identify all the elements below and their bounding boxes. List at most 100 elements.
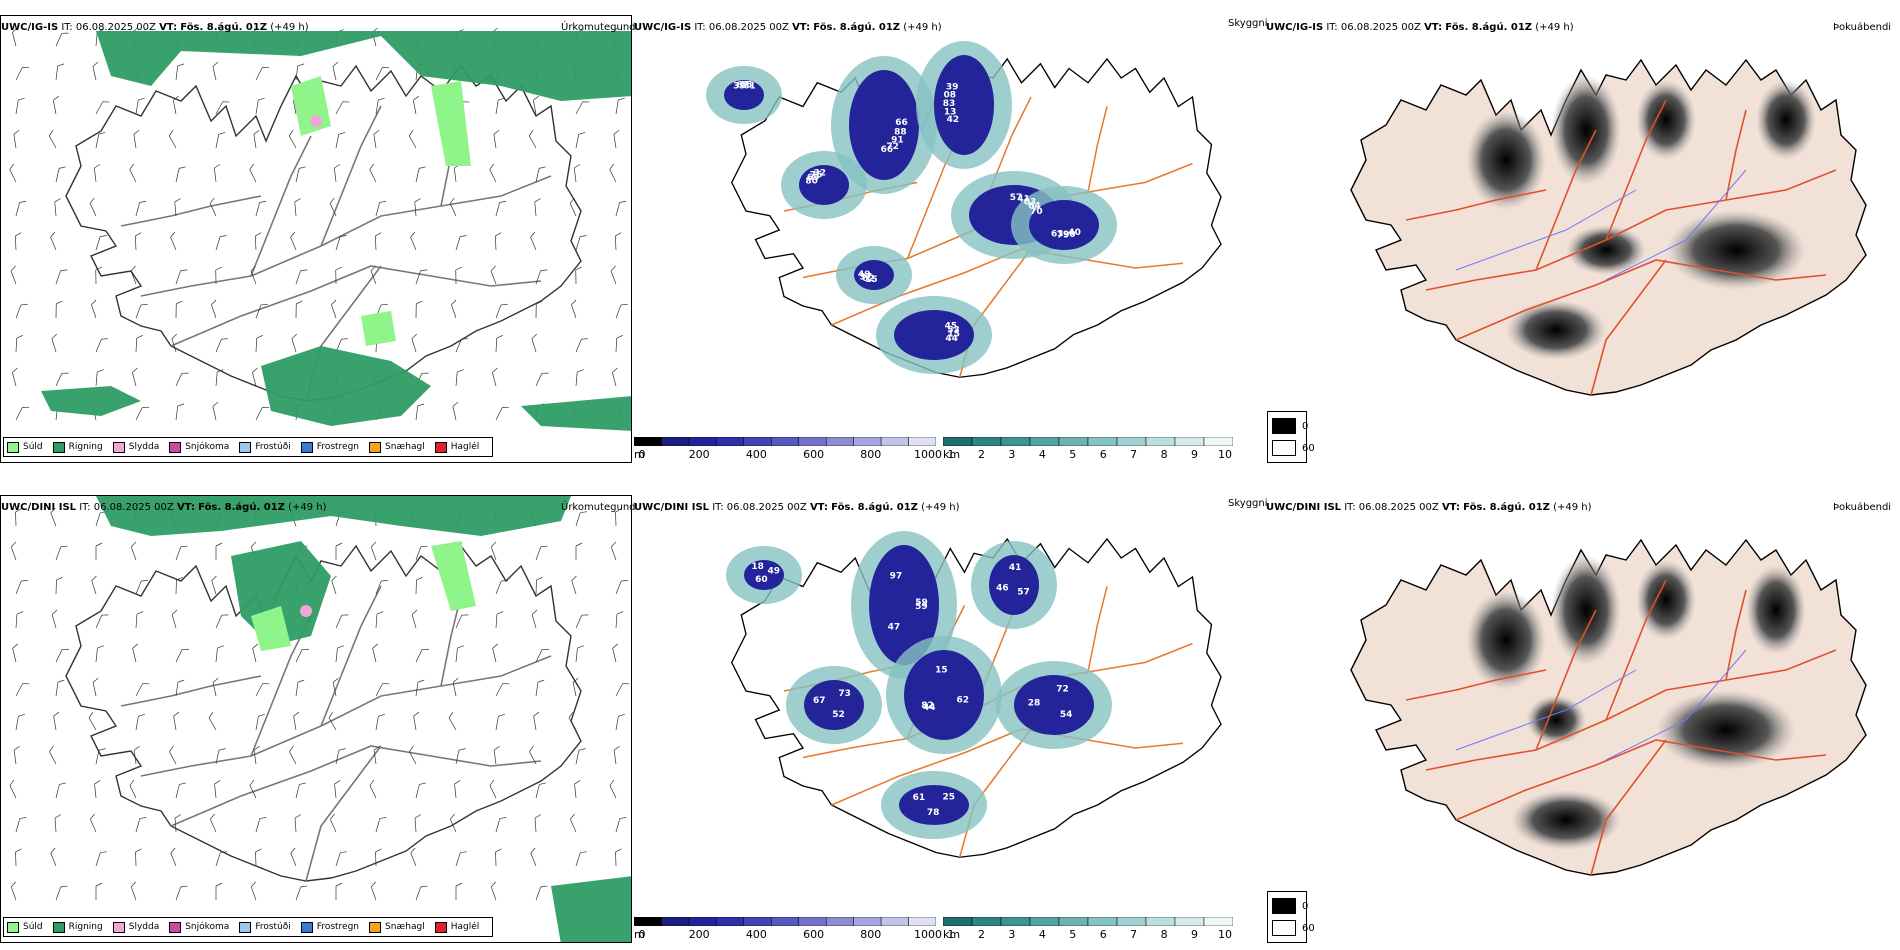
wind-barb [250, 265, 257, 285]
legend-swatch [112, 921, 125, 933]
cloud-base-label: 67 [736, 81, 749, 91]
colorbar-swatch [1058, 437, 1089, 446]
wind-barb [410, 231, 417, 251]
road-line [1405, 189, 1547, 221]
wind-barb [54, 198, 61, 217]
wind-barb [135, 683, 150, 697]
colorbar-swatch [1145, 437, 1176, 446]
cloud-base-area [799, 165, 849, 205]
legend-item: Frostregn [300, 921, 359, 933]
wind-barb [255, 335, 264, 353]
wind-barb [295, 649, 309, 663]
road-line [1455, 259, 1827, 341]
colorbar-tick: 8 [1160, 448, 1168, 461]
wind-barb [91, 299, 97, 319]
colorbar-swatch [1203, 917, 1233, 926]
road-line [1605, 579, 1667, 721]
colorbar-tick: 7 [1130, 928, 1138, 941]
wind-barb [294, 198, 301, 217]
wind-barb [215, 851, 228, 867]
road-line [1605, 99, 1667, 241]
wind-barb [615, 200, 627, 217]
model-name: UWC/IG-IS [1, 22, 59, 33]
wind-barb [15, 97, 25, 115]
wind-barb [374, 232, 382, 251]
cloud-base-label: 15 [865, 275, 878, 285]
model-name: UWC/DINI ISL [1, 502, 77, 513]
wind-barb [211, 575, 217, 595]
colorbar-tick: 2 [977, 928, 985, 941]
wind-barb [55, 545, 68, 561]
fog-area [1526, 695, 1586, 745]
colorbar-swatch [743, 917, 772, 926]
colorbar-swatches [634, 437, 936, 446]
fog-area [1656, 690, 1796, 770]
wind-barb [415, 576, 423, 595]
fog-area [1551, 555, 1621, 665]
wind-barb [415, 679, 425, 697]
colorbar-tick: 3 [1008, 448, 1016, 461]
legend-item: Slydda [112, 921, 159, 933]
wind-barb [535, 166, 546, 183]
wind-barb [370, 265, 377, 285]
wind-barb [455, 748, 466, 765]
model-name: UWC/DINI ISL [1266, 502, 1342, 513]
wind-barb [88, 712, 97, 731]
cloud-base-label: 57 [1017, 588, 1030, 598]
wind-barb [375, 816, 387, 833]
wind-barb [535, 782, 547, 799]
wind-barb [535, 576, 543, 595]
wind-barb [535, 885, 548, 901]
it-label: IT: [61, 22, 73, 33]
wind-barb [15, 508, 22, 527]
wind-barb [534, 814, 541, 833]
wind-barb [91, 575, 97, 595]
wind-barb [135, 407, 150, 421]
drizzle-area [251, 606, 291, 651]
fog-map-canvas [1350, 58, 1867, 396]
wind-barb [329, 813, 337, 833]
wind-barb [332, 61, 339, 81]
wind-barb [215, 369, 224, 387]
road-line [1725, 109, 1747, 201]
colorbar-swatch [971, 917, 1002, 926]
vt-label: VT: [1441, 502, 1460, 513]
wind-barb [413, 711, 420, 731]
cloud-base-label: 83 [943, 99, 956, 109]
cloud-base-label: 15 [935, 666, 948, 676]
road-line [305, 745, 382, 882]
wind-barb [15, 67, 30, 81]
wind-barb [133, 129, 140, 149]
wind-barb [255, 713, 265, 731]
wind-barb [612, 643, 618, 663]
wind-barb [135, 848, 142, 867]
road-line [1590, 739, 1667, 876]
it-label: IT: [694, 22, 706, 33]
colorbar-swatch [853, 437, 882, 446]
wind-barb [370, 541, 377, 561]
wind-barb [409, 745, 417, 765]
cloud-base-map-dini: 59 44 41 54 67 25 60 97 62 46 72 52 61 49 47 15 57 28 73 78… [634, 495, 1234, 943]
wind-barb [55, 166, 66, 183]
cloud-base-colorbar: m 0 200 400 600 800 1000 [634, 917, 942, 945]
cloud-base-label: 42 [947, 115, 960, 125]
wind-barb [255, 816, 267, 833]
colorbar-swatch [825, 437, 854, 446]
legend-swatch [7, 921, 19, 933]
wind-barb [213, 164, 221, 183]
cloud-base-label: 46 [996, 584, 1009, 594]
wind-barb [130, 881, 137, 901]
colorbar-swatch [825, 917, 854, 926]
cloud-base-label: 32 [814, 169, 827, 179]
wind-barb [569, 813, 577, 833]
drizzle-area [431, 81, 471, 166]
colorbar-swatches [943, 917, 1233, 926]
wind-barb [533, 711, 540, 731]
colorbar-swatch [771, 917, 799, 926]
wind-barb [175, 300, 183, 319]
wind-barb [609, 163, 617, 183]
legend-label: Frostúði [255, 442, 291, 452]
panel-title: UWC/IG-IS IT: 06.08.2025 00Z VT: Fös. 8.… [1266, 22, 1574, 33]
island-outline [65, 544, 582, 882]
cloud-base-label: 66 [895, 118, 908, 128]
